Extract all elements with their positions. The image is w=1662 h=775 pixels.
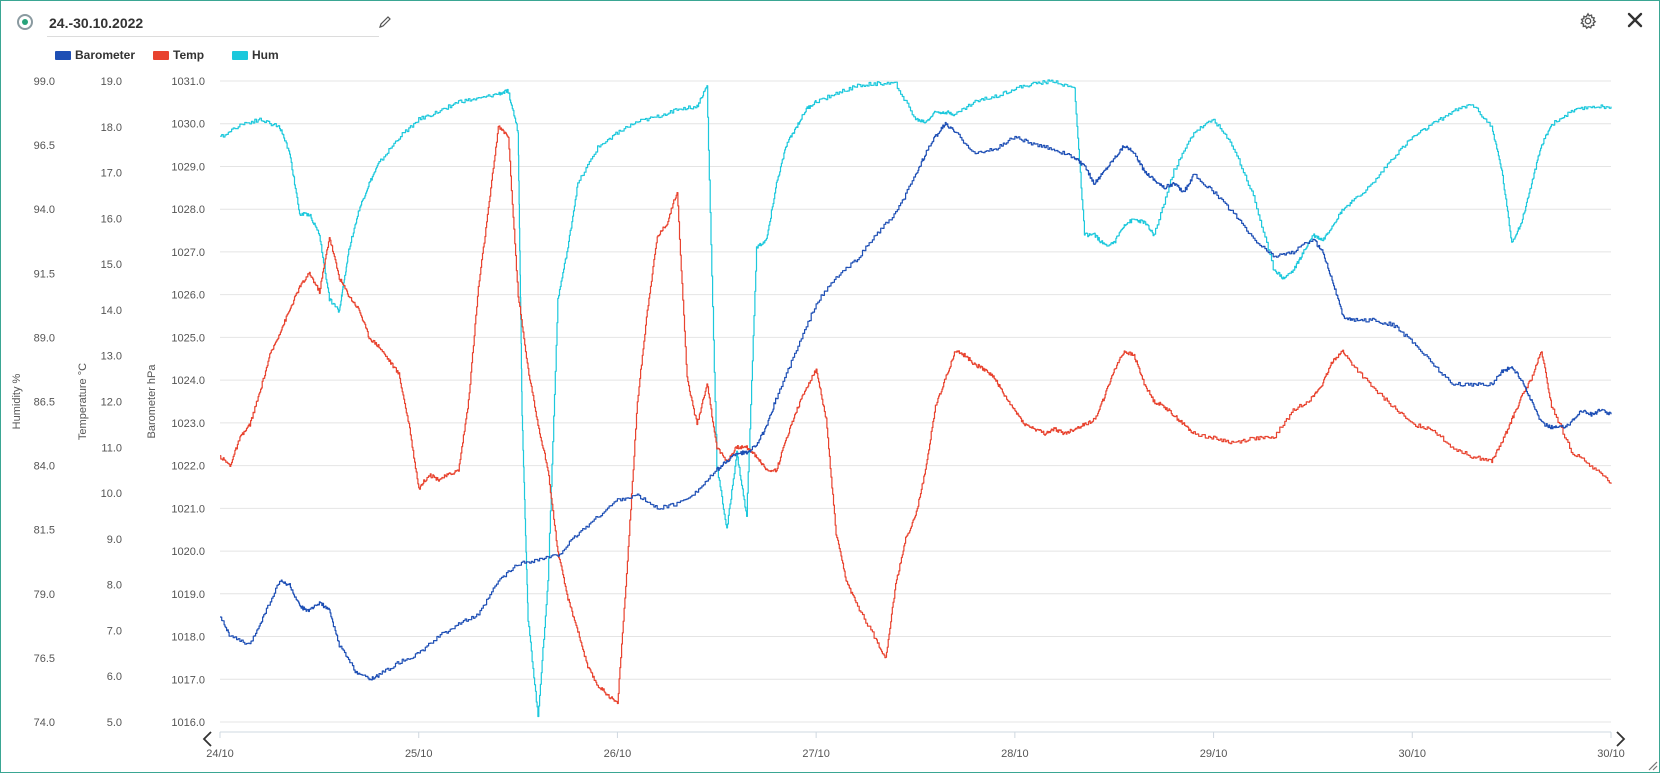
y-tick-label-baro: 1027.0 bbox=[171, 247, 205, 259]
x-tick-label: 25/10 bbox=[405, 748, 433, 760]
chevron-right-icon[interactable] bbox=[1612, 730, 1628, 748]
close-icon[interactable] bbox=[1627, 12, 1643, 28]
y-tick-label-hum: 76.5 bbox=[34, 653, 55, 665]
y-tick-label-baro: 1019.0 bbox=[171, 589, 205, 601]
y-tick-label-baro: 1026.0 bbox=[171, 290, 205, 302]
y-tick-label-baro: 1025.0 bbox=[171, 332, 205, 344]
chevron-left-icon[interactable] bbox=[200, 730, 216, 748]
y-tick-label-temp: 5.0 bbox=[107, 717, 122, 729]
y-tick-label-temp: 12.0 bbox=[101, 397, 122, 409]
y-tick-label-baro: 1028.0 bbox=[171, 204, 205, 216]
y-tick-label-hum: 74.0 bbox=[34, 717, 55, 729]
y-tick-label-temp: 13.0 bbox=[101, 351, 122, 363]
pencil-icon[interactable] bbox=[377, 14, 393, 30]
y-tick-label-baro: 1020.0 bbox=[171, 546, 205, 558]
legend-swatch-hum bbox=[232, 51, 248, 60]
y-tick-label-baro: 1030.0 bbox=[171, 119, 205, 131]
legend-item-temp[interactable]: Temp bbox=[153, 48, 208, 64]
y-axis-title-baro: Barometer hPa bbox=[146, 364, 158, 439]
date-range-input[interactable] bbox=[47, 10, 379, 37]
legend-swatch-barometer bbox=[55, 51, 71, 60]
y-tick-label-hum: 84.0 bbox=[34, 461, 55, 473]
y-tick-label-hum: 94.0 bbox=[34, 204, 55, 216]
x-tick-label: 24/10 bbox=[206, 748, 234, 760]
legend-swatch-temp bbox=[153, 51, 169, 60]
legend-label-temp: Temp bbox=[173, 48, 205, 62]
y-tick-label-baro: 1016.0 bbox=[171, 717, 205, 729]
x-tick-label: 26/10 bbox=[604, 748, 632, 760]
status-dot-icon[interactable] bbox=[17, 14, 33, 30]
x-tick-label: 28/10 bbox=[1001, 748, 1029, 760]
legend-item-barometer[interactable]: Barometer bbox=[55, 48, 135, 64]
y-tick-label-temp: 19.0 bbox=[101, 76, 122, 88]
legend-label-hum: Hum bbox=[252, 48, 279, 62]
x-tick-label: 30/10 bbox=[1597, 748, 1625, 760]
x-tick-label: 29/10 bbox=[1200, 748, 1228, 760]
y-tick-label-baro: 1031.0 bbox=[171, 76, 205, 88]
y-tick-label-baro: 1023.0 bbox=[171, 418, 205, 430]
series-line-hum bbox=[220, 79, 1612, 718]
date-range-header bbox=[17, 10, 395, 38]
series-line-temp bbox=[220, 125, 1612, 705]
y-tick-label-temp: 16.0 bbox=[101, 213, 122, 225]
x-tick-label: 27/10 bbox=[802, 748, 830, 760]
y-tick-label-hum: 99.0 bbox=[34, 76, 55, 88]
y-tick-label-temp: 14.0 bbox=[101, 305, 122, 317]
legend-label-barometer: Barometer bbox=[75, 48, 136, 62]
y-tick-label-temp: 6.0 bbox=[107, 671, 122, 683]
x-tick-label: 30/10 bbox=[1399, 748, 1427, 760]
y-tick-label-baro: 1018.0 bbox=[171, 632, 205, 644]
y-tick-label-temp: 18.0 bbox=[101, 122, 122, 134]
y-tick-label-temp: 9.0 bbox=[107, 534, 122, 546]
y-tick-label-baro: 1017.0 bbox=[171, 674, 205, 686]
y-tick-label-temp: 7.0 bbox=[107, 625, 122, 637]
y-tick-label-hum: 96.5 bbox=[34, 140, 55, 152]
y-tick-label-temp: 15.0 bbox=[101, 259, 122, 271]
y-tick-label-hum: 79.0 bbox=[34, 589, 55, 601]
y-tick-label-hum: 86.5 bbox=[34, 397, 55, 409]
resize-handle-icon[interactable] bbox=[1646, 759, 1658, 771]
y-tick-label-baro: 1021.0 bbox=[171, 503, 205, 515]
y-tick-label-baro: 1024.0 bbox=[171, 375, 205, 387]
y-axis-title-hum: Humidity % bbox=[11, 373, 23, 429]
y-tick-label-temp: 10.0 bbox=[101, 488, 122, 500]
gear-icon[interactable] bbox=[1579, 12, 1597, 30]
y-tick-label-hum: 91.5 bbox=[34, 268, 55, 280]
y-tick-label-baro: 1029.0 bbox=[171, 161, 205, 173]
y-tick-label-temp: 17.0 bbox=[101, 168, 122, 180]
y-tick-label-temp: 11.0 bbox=[101, 442, 122, 454]
y-tick-label-hum: 89.0 bbox=[34, 332, 55, 344]
y-tick-label-hum: 81.5 bbox=[34, 525, 55, 537]
series-line-barometer bbox=[220, 121, 1612, 681]
y-axis-title-temp: Temperature °C bbox=[77, 363, 89, 440]
y-tick-label-temp: 8.0 bbox=[107, 580, 122, 592]
legend-item-hum[interactable]: Hum bbox=[232, 48, 282, 64]
y-tick-label-baro: 1022.0 bbox=[171, 461, 205, 473]
